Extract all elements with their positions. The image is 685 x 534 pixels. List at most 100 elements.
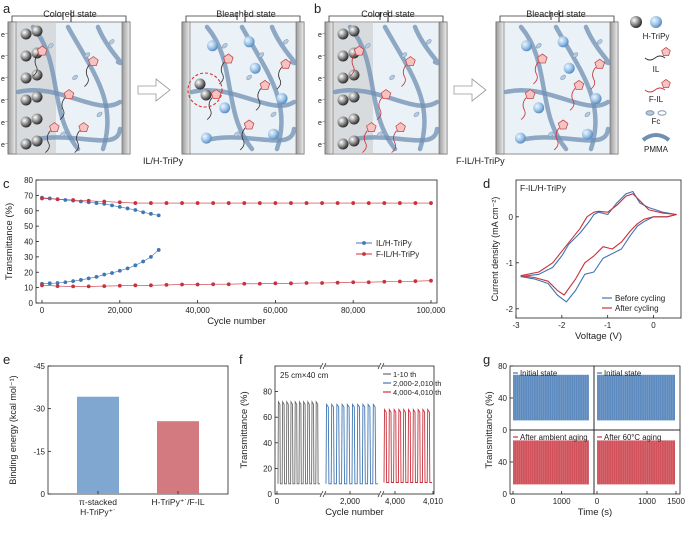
b-right-ionic-liquid bbox=[573, 79, 585, 90]
a-right-pmma-chain bbox=[204, 24, 255, 152]
b-left-right-electrode bbox=[438, 21, 448, 155]
f-axis-break-gap bbox=[321, 363, 325, 369]
a-left-pmma-chain bbox=[95, 24, 123, 66]
c-data-point bbox=[366, 280, 371, 285]
d-x-tick-label: 0 bbox=[651, 321, 656, 330]
f-axis-break bbox=[319, 490, 327, 498]
a-left-reduced-htripy bbox=[20, 28, 32, 40]
b-right-ionic-liquid bbox=[537, 53, 548, 64]
a-left-fc bbox=[108, 39, 115, 45]
a-left-il-tail bbox=[84, 64, 90, 87]
a-right-ionic-liquid bbox=[243, 119, 255, 130]
f-y-tick-label: 60 bbox=[263, 413, 272, 422]
b-right-il-tail bbox=[553, 127, 560, 151]
a-left-il-tail bbox=[45, 130, 51, 153]
c-data-point bbox=[125, 206, 130, 211]
a-left-reduced-htripy bbox=[31, 69, 43, 81]
f-y-tick-label: 20 bbox=[263, 464, 272, 473]
c-y-tick-label: 70 bbox=[24, 191, 33, 200]
a-right-wire bbox=[185, 15, 301, 22]
g-y-tick-label: 40 bbox=[498, 394, 507, 403]
c-y-tick-label: 80 bbox=[24, 176, 33, 185]
b-left-ionic-liquid bbox=[395, 122, 406, 133]
c-data-point bbox=[304, 281, 309, 285]
f-y-tick-label: 0 bbox=[268, 490, 273, 499]
b-right-pmma-chain bbox=[518, 24, 569, 152]
g-oscillation-band bbox=[597, 440, 675, 485]
b-left-wire bbox=[328, 15, 444, 22]
f-y-tick-label: 80 bbox=[263, 388, 272, 397]
f-axis-break-gap bbox=[379, 363, 383, 369]
c-data-point bbox=[110, 271, 114, 275]
c-data-point bbox=[63, 280, 68, 285]
c-data-point bbox=[413, 201, 418, 205]
b-left-fc bbox=[389, 74, 395, 81]
c-y-tick-label: 0 bbox=[29, 299, 34, 308]
c-legend-marker bbox=[362, 241, 366, 245]
d-x-tick-label: -3 bbox=[512, 321, 520, 330]
a-left-pmma-chain bbox=[15, 88, 123, 109]
b-right-il-tail bbox=[590, 66, 597, 90]
b-right-pmma-chain bbox=[523, 126, 611, 143]
a-right-pmma-chain bbox=[269, 24, 297, 66]
a-left-fc bbox=[96, 111, 103, 118]
c-legend-label: IL/H-TriPy bbox=[376, 239, 412, 248]
a-right-fc bbox=[234, 131, 240, 137]
b-right-fc bbox=[596, 39, 603, 45]
b-left-ionic-liquid bbox=[353, 45, 365, 56]
a-right-ionic-liquid bbox=[210, 89, 222, 99]
g-subplot-label: Initial state bbox=[604, 369, 641, 378]
b-left-fc bbox=[401, 52, 408, 58]
legend-fil-chain-icon bbox=[644, 87, 666, 93]
legend-htripy-sphere-icon bbox=[650, 16, 662, 28]
legend-il-pentagon-icon bbox=[661, 47, 671, 56]
c-legend-marker bbox=[362, 252, 366, 256]
a-right-htripy bbox=[268, 128, 279, 140]
a-left-electron-label: e⁻ bbox=[1, 54, 9, 61]
a-left-ionic-liquid bbox=[88, 56, 99, 66]
a-left-reduced-htripy bbox=[31, 91, 43, 103]
panel-g-letter: g bbox=[483, 352, 490, 367]
c-data-point bbox=[133, 263, 138, 268]
b-left-electron-label: e⁻ bbox=[318, 98, 326, 105]
chart-g: Transmittance (%) Time (s) Initial state In… bbox=[484, 362, 685, 518]
panel-a-bleached-title: Bleached state bbox=[216, 9, 276, 19]
a-left-pmma-chain bbox=[35, 126, 123, 143]
legend-pmma-icon bbox=[641, 133, 671, 142]
f-x-tick-label: 2,000 bbox=[340, 497, 361, 506]
panel-e-letter: e bbox=[3, 352, 10, 367]
d-legend-label: After cycling bbox=[615, 304, 659, 313]
g-subplot-label: Initial state bbox=[520, 369, 557, 378]
b-left-fc bbox=[425, 39, 432, 45]
c-data-point bbox=[47, 196, 52, 201]
g-y-tick-label: 80 bbox=[498, 362, 507, 371]
c-data-point bbox=[242, 281, 247, 286]
chart-c: 0 20,000 40,000 60,000 80,000 100,000 0 10 20 30 4… bbox=[4, 176, 446, 327]
panel-b-colored-title: Colored state bbox=[361, 9, 415, 19]
a-transition-arrow bbox=[137, 78, 171, 102]
a-right-fc bbox=[258, 52, 265, 58]
b-right-il-tail bbox=[520, 97, 527, 120]
b-left-pmma-chain bbox=[347, 24, 398, 152]
c-data-point bbox=[133, 208, 138, 212]
e-y-tick-label: 0 bbox=[41, 490, 46, 499]
c-x-axis-title: Cycle number bbox=[207, 316, 266, 327]
c-data-point bbox=[257, 201, 262, 205]
c-data-point bbox=[335, 201, 340, 205]
g-oscillation-stripes bbox=[513, 440, 589, 485]
b-left-reduced-htripy bbox=[348, 91, 360, 103]
g-oscillation-band bbox=[513, 374, 589, 421]
c-data-point bbox=[117, 283, 122, 288]
b-right-il-tail bbox=[569, 88, 576, 111]
c-data-point bbox=[86, 198, 91, 203]
c-data-point bbox=[413, 279, 418, 284]
panel-b-bleached-title: Bleached state bbox=[526, 9, 586, 19]
f-axis-break-gap bbox=[321, 491, 325, 497]
b-left-il-tail bbox=[401, 64, 407, 87]
c-data-point bbox=[397, 201, 402, 205]
c-data-point bbox=[335, 280, 340, 285]
b-right-fc bbox=[535, 43, 542, 49]
c-data-point bbox=[226, 282, 231, 287]
a-left-reduced-htripy bbox=[20, 94, 32, 106]
